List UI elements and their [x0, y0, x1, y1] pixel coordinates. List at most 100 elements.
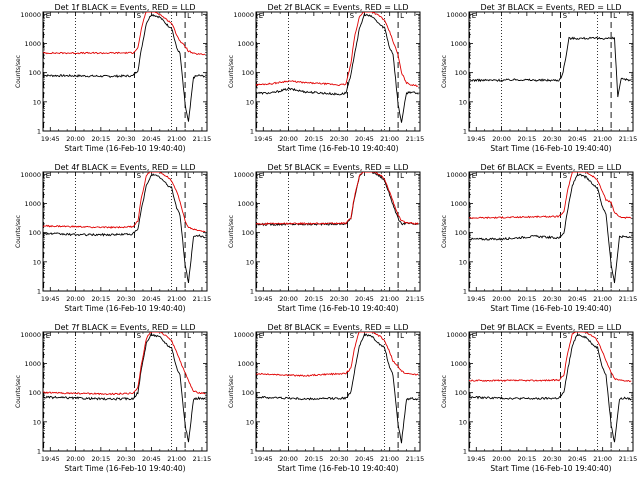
- plot-frame: [468, 331, 634, 452]
- flag-marker: L: [187, 12, 191, 20]
- plot-frame: [255, 11, 421, 132]
- x-tick-label: 19:45: [41, 135, 60, 143]
- chart-title: Det 5f BLACK = Events, RED = LLD: [267, 163, 408, 172]
- y-tick-label: 1000: [237, 360, 254, 368]
- x-tick-label: 20:15: [91, 135, 110, 143]
- y-tick-label: 100: [455, 389, 467, 397]
- flag-marker: S: [563, 172, 568, 180]
- plot-frame: [255, 171, 421, 292]
- flag-marker: S: [137, 332, 142, 340]
- flag-marker: E: [472, 12, 476, 20]
- y-tick-label: 100: [455, 69, 467, 77]
- x-tick-label: 21:15: [619, 455, 638, 463]
- y-tick-label: 10: [459, 418, 467, 426]
- y-tick-label: 10000: [446, 11, 467, 19]
- y-tick-label: 10000: [233, 11, 254, 19]
- y-tick-label: 100: [29, 389, 41, 397]
- y-tick-label: 10000: [446, 171, 467, 179]
- x-tick-label: 21:15: [193, 295, 212, 303]
- detector-panel: Det 3f BLACK = Events, RED = LLD E S L 1 10 10…: [426, 0, 639, 160]
- y-tick-label: 100: [455, 229, 467, 237]
- lld-series-line: [43, 332, 206, 396]
- events-series-line: [256, 172, 419, 227]
- lld-series-line: [469, 332, 632, 383]
- x-tick-label: 20:30: [543, 135, 562, 143]
- y-tick-label: 10: [246, 258, 254, 266]
- x-tick-label: 21:15: [193, 455, 212, 463]
- x-tick-label: 21:15: [406, 295, 425, 303]
- x-tick-label: 20:00: [279, 455, 298, 463]
- x-tick-label: 19:45: [254, 135, 273, 143]
- x-tick-label: 20:45: [568, 135, 587, 143]
- chart-title: Det 7f BLACK = Events, RED = LLD: [54, 323, 195, 332]
- x-tick-label: 20:30: [117, 455, 136, 463]
- x-tick-label: 20:15: [517, 135, 536, 143]
- y-tick-label: 10: [459, 258, 467, 266]
- flag-marker: L: [400, 12, 404, 20]
- chart-title: Det 9f BLACK = Events, RED = LLD: [480, 323, 621, 332]
- lld-series-line: [256, 12, 419, 87]
- y-tick-label: 10000: [20, 11, 41, 19]
- lightcurve-chart: Det 1f BLACK = Events, RED = LLD E S L 1 10 10…: [15, 3, 212, 153]
- lightcurve-chart: Det 6f BLACK = Events, RED = LLD E S L 1 10 10…: [441, 163, 637, 313]
- x-axis-label: Start Time (16-Feb-10 19:40:40): [64, 304, 185, 313]
- x-tick-label: 20:00: [279, 135, 298, 143]
- flag-marker: E: [46, 12, 50, 20]
- x-axis-label: Start Time (16-Feb-10 19:40:40): [277, 304, 398, 313]
- chart-title: Det 4f BLACK = Events, RED = LLD: [54, 163, 195, 172]
- x-tick-label: 21:00: [167, 455, 186, 463]
- y-tick-label: 100: [242, 389, 254, 397]
- x-tick-label: 21:00: [380, 455, 399, 463]
- x-tick-label: 21:00: [167, 135, 186, 143]
- lightcurve-chart: Det 7f BLACK = Events, RED = LLD E S L 1 10 10…: [15, 323, 212, 473]
- x-tick-label: 21:00: [593, 135, 612, 143]
- y-axis-label: Counts/sec: [441, 215, 448, 248]
- y-axis-label: Counts/sec: [228, 215, 235, 248]
- y-tick-label: 1000: [450, 200, 467, 208]
- x-tick-label: 19:45: [254, 455, 273, 463]
- y-tick-label: 1000: [450, 40, 467, 48]
- y-tick-label: 10000: [233, 171, 254, 179]
- flag-marker: E: [259, 332, 263, 340]
- lld-series-line: [256, 332, 419, 377]
- x-tick-label: 21:00: [593, 295, 612, 303]
- lld-series-line: [43, 12, 206, 56]
- y-tick-label: 1000: [24, 40, 41, 48]
- y-tick-label: 10000: [446, 331, 467, 339]
- x-axis-label: Start Time (16-Feb-10 19:40:40): [64, 464, 185, 473]
- lld-series-line: [256, 172, 419, 226]
- flag-marker: S: [137, 172, 142, 180]
- x-tick-label: 19:45: [254, 295, 273, 303]
- y-tick-label: 10000: [20, 171, 41, 179]
- flag-marker: L: [613, 332, 617, 340]
- x-axis-label: Start Time (16-Feb-10 19:40:40): [277, 144, 398, 153]
- y-axis-label: Counts/sec: [15, 55, 22, 88]
- x-tick-label: 20:30: [543, 455, 562, 463]
- plot-frame: [42, 11, 208, 132]
- x-tick-label: 21:15: [193, 135, 212, 143]
- x-tick-label: 21:00: [593, 455, 612, 463]
- y-tick-label: 10: [33, 258, 41, 266]
- y-tick-label: 1: [250, 128, 254, 136]
- x-tick-label: 20:45: [355, 295, 374, 303]
- lightcurve-chart: Det 5f BLACK = Events, RED = LLD E S L 1 10 10…: [228, 163, 425, 313]
- x-tick-label: 20:45: [142, 135, 161, 143]
- y-tick-label: 1: [250, 288, 254, 296]
- chart-title: Det 3f BLACK = Events, RED = LLD: [480, 3, 621, 12]
- flag-marker: L: [187, 172, 191, 180]
- x-tick-label: 19:45: [41, 295, 60, 303]
- flag-marker: S: [350, 332, 355, 340]
- lightcurve-chart: Det 4f BLACK = Events, RED = LLD E S L 1 10 10…: [15, 163, 212, 313]
- x-tick-label: 20:00: [66, 135, 85, 143]
- lightcurve-chart: Det 3f BLACK = Events, RED = LLD E S L 1 10 10…: [441, 3, 637, 153]
- x-tick-label: 20:45: [355, 455, 374, 463]
- detector-panel: Det 8f BLACK = Events, RED = LLD E S L 1 10 10…: [213, 320, 426, 480]
- x-tick-label: 20:15: [304, 295, 323, 303]
- y-tick-label: 1: [37, 128, 41, 136]
- flag-marker: L: [400, 172, 404, 180]
- y-tick-label: 10: [246, 418, 254, 426]
- x-tick-label: 20:30: [330, 295, 349, 303]
- x-tick-label: 21:00: [167, 295, 186, 303]
- y-axis-label: Counts/sec: [228, 55, 235, 88]
- x-tick-label: 20:45: [142, 455, 161, 463]
